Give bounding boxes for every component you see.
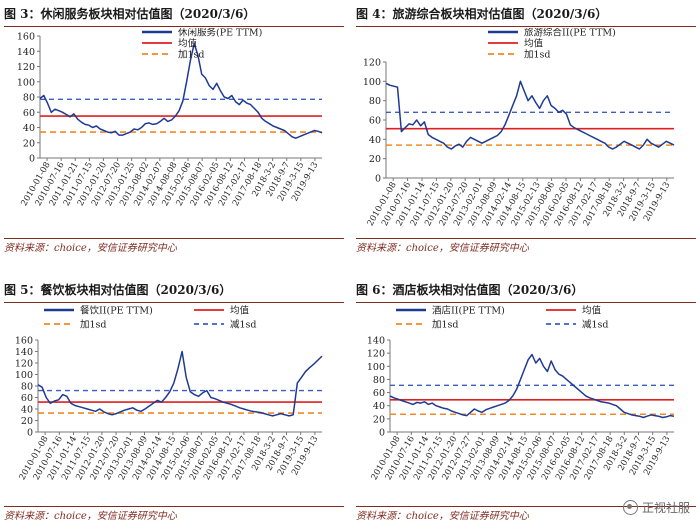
y-tick-label: 60 [369, 116, 381, 127]
chart-title: 图 3：休闲服务板块相对估值图（2020/3/6） [4, 7, 256, 21]
chart-fig3: 0204060801001201401602010-01-082010-07-1… [17, 28, 323, 208]
series-line [37, 350, 323, 417]
legend-label: 加1sd [432, 320, 459, 331]
source-divider [356, 506, 696, 507]
y-tick-label: 40 [369, 135, 381, 146]
y-tick-label: 40 [373, 401, 385, 412]
legend-label: 均值 [524, 38, 544, 50]
legend-label: 加1sd [80, 320, 107, 331]
y-tick-label: 140 [15, 347, 33, 358]
y-tick-label: 140 [17, 47, 35, 58]
title-divider [356, 26, 696, 27]
y-tick-label: 80 [23, 93, 35, 104]
y-tick-label: 100 [367, 362, 385, 373]
legend-label: 加1sd [178, 50, 205, 61]
y-tick-label: 0 [29, 154, 35, 165]
y-tick-label: 160 [15, 336, 33, 347]
y-tick-label: 160 [17, 32, 35, 43]
chart-fig4: 0204060801001202010-01-082010-07-162011-… [363, 28, 675, 228]
y-tick-label: 0 [379, 428, 385, 439]
chart-title: 图 6：酒店板块相对估值图（2020/3/6） [356, 283, 584, 297]
y-tick-label: 60 [21, 393, 33, 404]
legend-label: 减1sd [582, 319, 609, 331]
legend-label: 酒店II(PE TTM) [432, 305, 505, 317]
y-tick-label: 20 [23, 138, 35, 149]
source-divider [4, 238, 344, 239]
y-tick-label: 120 [367, 349, 385, 360]
y-tick-label: 20 [21, 416, 33, 427]
source-note: 资料来源：choice，安信证券研究中心 [4, 511, 177, 522]
wechat-logo-icon [622, 500, 638, 515]
y-tick-label: 20 [369, 154, 381, 165]
legend-label: 旅游综合II(PE TTM) [524, 28, 616, 39]
chart-title: 图 4：旅游综合板块相对估值图（2020/3/6） [356, 7, 608, 21]
legend-label: 加1sd [524, 50, 551, 61]
legend-label: 均值 [178, 38, 198, 50]
y-tick-label: 40 [21, 405, 33, 416]
legend-label: 餐饮II(PE TTM) [80, 305, 153, 317]
title-divider [4, 302, 344, 303]
title-divider [4, 26, 344, 27]
y-tick-label: 0 [375, 174, 381, 185]
source-note: 资料来源：choice，安信证券研究中心 [356, 511, 529, 522]
chart-fig5: 0204060801001201401602010-01-082010-07-1… [15, 305, 323, 482]
watermark: 正视社服 [622, 499, 690, 516]
y-tick-label: 20 [373, 414, 385, 425]
legend-label: 均值 [230, 305, 250, 317]
y-tick-label: 80 [373, 375, 385, 386]
y-tick-label: 60 [23, 108, 35, 119]
source-note: 资料来源：choice，安信证券研究中心 [4, 243, 177, 254]
y-tick-label: 80 [369, 96, 381, 107]
y-tick-label: 100 [17, 77, 35, 88]
y-tick-label: 100 [15, 370, 33, 381]
y-tick-label: 120 [17, 62, 35, 73]
series-line [389, 353, 675, 419]
source-note: 资料来源：choice，安信证券研究中心 [356, 243, 529, 254]
y-tick-label: 100 [363, 77, 381, 88]
y-tick-label: 80 [21, 382, 33, 393]
legend-label: 减1sd [230, 319, 257, 331]
series-line [385, 80, 675, 150]
source-divider [4, 506, 344, 507]
title-divider [356, 302, 696, 303]
series-line [39, 42, 323, 139]
source-divider [356, 238, 696, 239]
y-tick-label: 120 [15, 359, 33, 370]
watermark-text: 正视社服 [641, 501, 690, 515]
legend-label: 均值 [582, 305, 602, 317]
legend-label: 休闲服务(PE TTM) [178, 28, 262, 39]
y-tick-label: 120 [363, 58, 381, 69]
y-tick-label: 60 [373, 388, 385, 399]
y-tick-label: 40 [23, 123, 35, 134]
chart-fig6: 0204060801001201402010-01-082010-07-1620… [367, 305, 675, 482]
y-tick-label: 140 [367, 336, 385, 347]
y-tick-label: 0 [27, 428, 33, 439]
chart-title: 图 5：餐饮板块相对估值图（2020/3/6） [4, 283, 232, 297]
